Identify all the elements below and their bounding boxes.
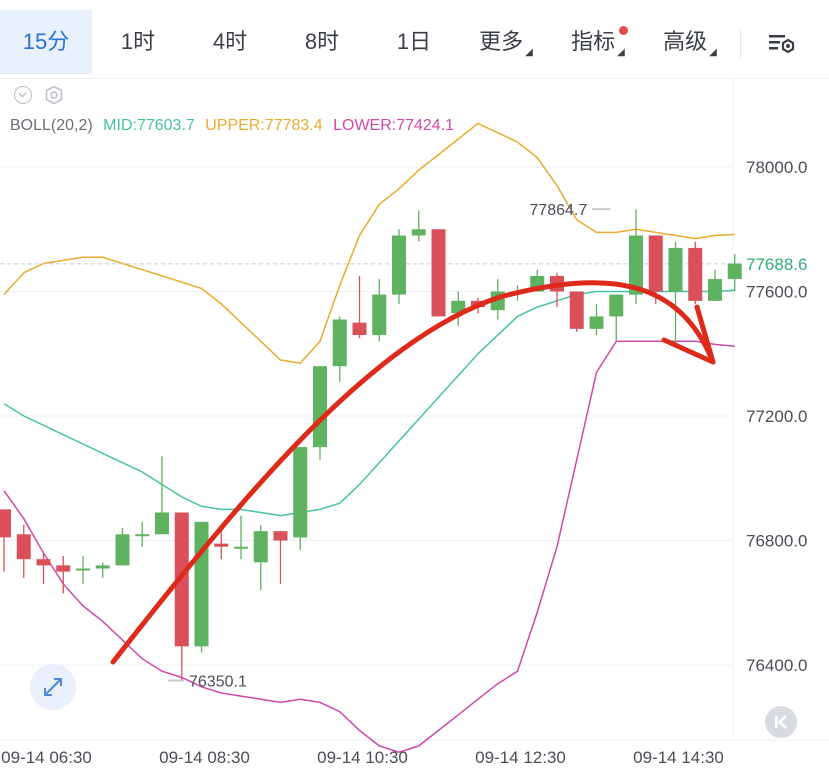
- candle-down: [569, 291, 584, 329]
- candle-up: [372, 294, 387, 336]
- candle-up: [115, 534, 130, 566]
- x-tick-label: 09-14 12:30: [475, 748, 566, 767]
- rewind-icon: [775, 715, 787, 729]
- last-price-box: [736, 249, 826, 278]
- candle-down: [56, 565, 71, 572]
- boll-upper-line: [3, 122, 735, 364]
- boll-lower-line: [3, 340, 735, 753]
- tab-2[interactable]: 4时: [184, 10, 276, 74]
- candle-up: [668, 247, 683, 292]
- tab-5[interactable]: 更多 ◢: [460, 10, 552, 74]
- tab-0[interactable]: 15分: [0, 10, 92, 74]
- high-label: 77864.7: [529, 202, 587, 219]
- candle-down: [648, 235, 663, 292]
- tab-label: 指标: [571, 29, 616, 54]
- y-tick-label: 76400.0: [746, 656, 807, 675]
- tab-label: 15分: [22, 29, 70, 54]
- eye-icon[interactable]: [14, 86, 32, 104]
- candle-up: [155, 512, 169, 535]
- candle-down: [431, 229, 446, 317]
- candle-up: [194, 521, 209, 647]
- expand-button[interactable]: [30, 664, 76, 710]
- candle-down: [273, 531, 288, 541]
- candlestick-chart[interactable]: 78000.0 77600.0 77200.0 76800.0 76400.0 09-14…: [0, 78, 829, 783]
- y-tick-label: 77600.0: [746, 283, 807, 302]
- boll-lower: LOWER:77424.1: [333, 117, 455, 134]
- candle-up: [332, 319, 347, 367]
- tab-7[interactable]: 高级 ◢: [644, 10, 736, 74]
- candle-up: [727, 263, 742, 280]
- boll-name: BOLL(20,2): [10, 117, 93, 134]
- tab-label: 8时: [304, 29, 340, 54]
- candle-up: [629, 235, 643, 295]
- tab-1[interactable]: 1时: [92, 10, 184, 74]
- boll-mid: MID:77603.7: [103, 117, 195, 134]
- boll-mid-line: [3, 289, 735, 517]
- y-tick-label: 77200.0: [746, 407, 807, 426]
- candle-up: [609, 294, 624, 317]
- candle-down: [352, 322, 367, 336]
- candle-up: [135, 534, 150, 537]
- tab-6[interactable]: 指标 ◢: [552, 10, 644, 74]
- boll-upper: UPPER:77783.4: [205, 117, 323, 134]
- candle-up: [589, 316, 604, 329]
- candle-up: [293, 447, 308, 538]
- candle-up: [451, 300, 466, 314]
- y-tick-label: 78000.0: [746, 158, 807, 177]
- dropdown-triangle-icon: ◢: [617, 47, 625, 58]
- timeframe-tab-bar: 15分 1时 4时 8时 1日 更多 ◢ 指标 ◢ 高级 ◢: [0, 0, 829, 79]
- tab-label: 1日: [396, 29, 432, 54]
- rewind-button[interactable]: [765, 706, 797, 738]
- candle-up: [234, 546, 248, 549]
- dropdown-triangle-icon: ◢: [709, 47, 717, 58]
- tab-label: 1时: [120, 29, 156, 54]
- candle-down: [36, 559, 51, 566]
- x-tick-label: 09-14 10:30: [317, 748, 408, 767]
- candle-down: [688, 247, 703, 301]
- candle-up: [392, 235, 406, 295]
- y-tick-label: 76800.0: [746, 532, 807, 551]
- low-label: 76350.1: [189, 674, 247, 691]
- chart-settings-button[interactable]: [760, 24, 800, 64]
- tab-divider: [740, 30, 741, 58]
- candle-up: [313, 366, 327, 448]
- candle-down: [0, 509, 11, 538]
- x-tick-label: 09-14 08:30: [159, 748, 250, 767]
- tab-label: 更多: [479, 29, 524, 54]
- candle-up: [253, 531, 268, 563]
- tab-label: 4时: [212, 29, 248, 54]
- dropdown-triangle-icon: ◢: [525, 47, 533, 58]
- candle-up: [708, 279, 722, 301]
- expand-icon: [44, 678, 62, 696]
- chart-settings-icon: [769, 35, 795, 54]
- tab-4[interactable]: 1日: [368, 10, 460, 74]
- settings-hexagon-icon[interactable]: [44, 85, 64, 105]
- last-price-label: 77688.6: [746, 255, 807, 274]
- trend-arrow: [110, 280, 716, 665]
- notification-dot: [619, 26, 628, 35]
- candle-up: [411, 229, 426, 236]
- tab-label: 高级: [663, 29, 708, 54]
- candle-up: [76, 568, 90, 571]
- candle-up: [95, 565, 110, 569]
- x-tick-label: 09-14 06:30: [1, 748, 92, 767]
- candle-down: [16, 534, 31, 560]
- x-tick-label: 09-14 14:30: [633, 748, 724, 767]
- candle-down: [214, 543, 229, 547]
- boll-legend: BOLL(20,2) MID:77603.7 UPPER:77783.4 LOW…: [10, 117, 460, 135]
- tab-3[interactable]: 8时: [276, 10, 368, 74]
- trend-arrow-head: [661, 304, 716, 365]
